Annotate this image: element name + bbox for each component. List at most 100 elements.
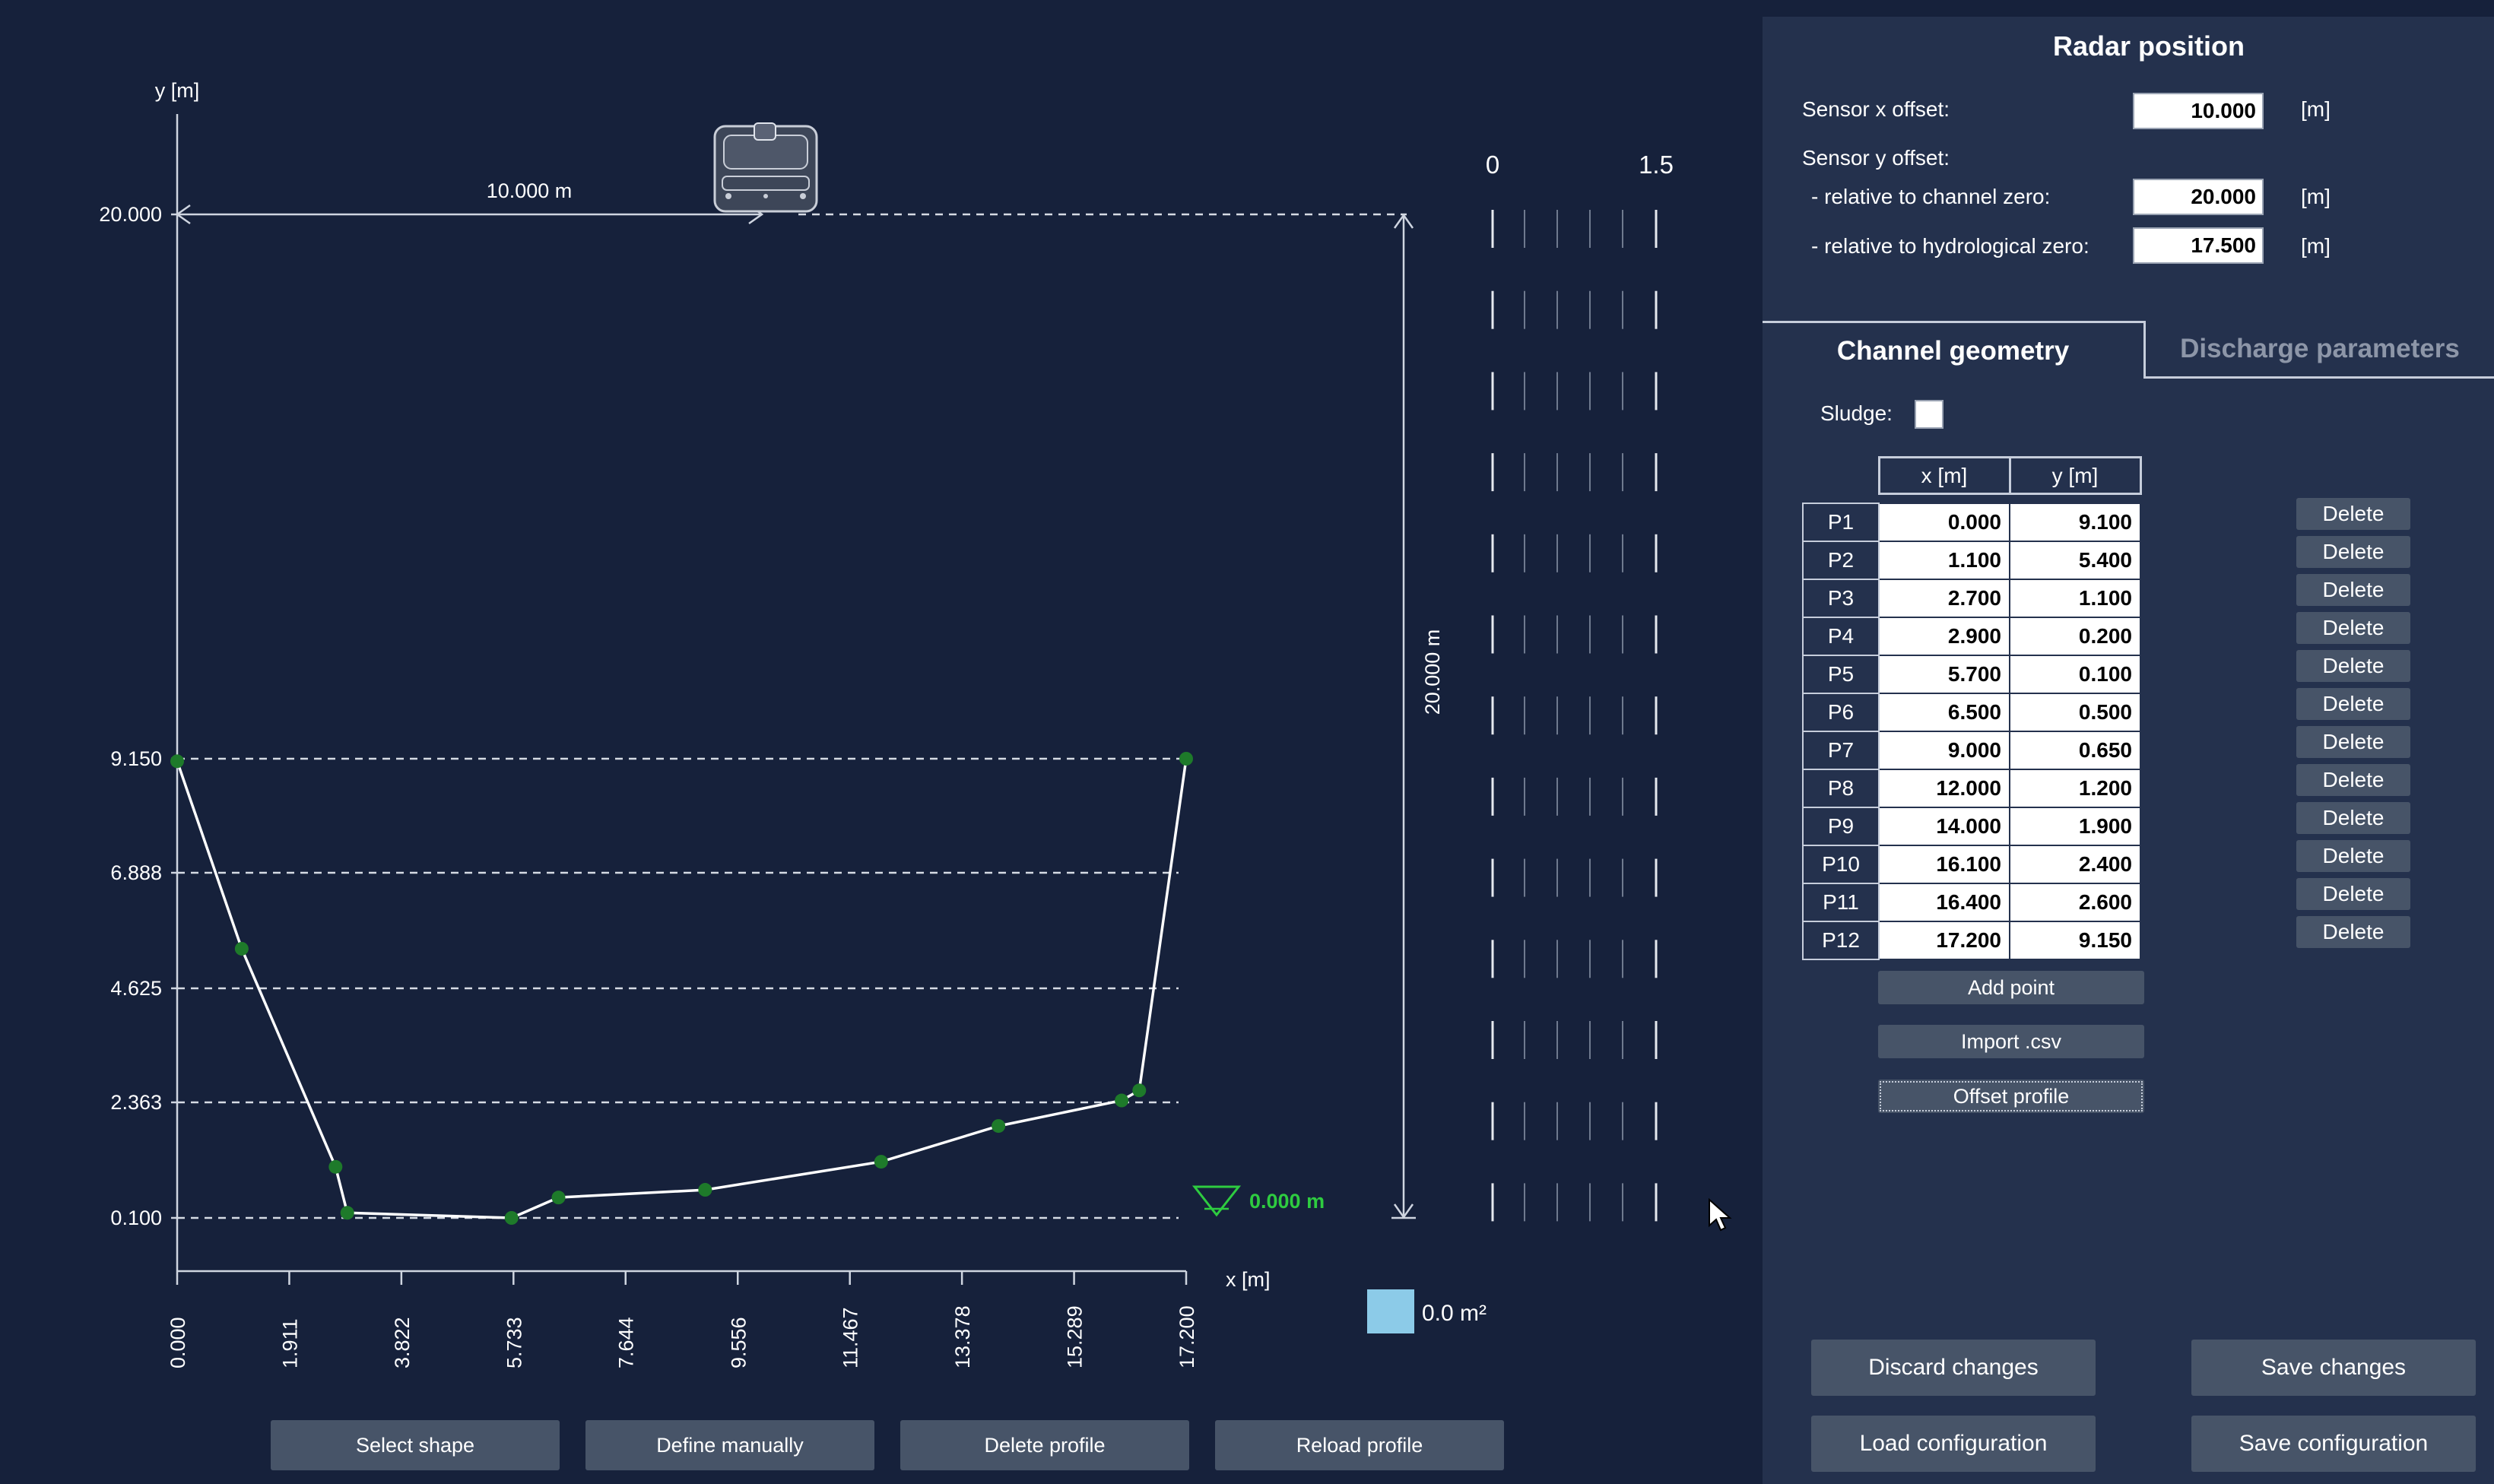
column-header-x: x [m] (1877, 456, 2011, 495)
x-value-cell[interactable]: 2.700 (1878, 578, 2010, 618)
delete-row-button[interactable]: Delete (2296, 574, 2410, 606)
row-label: P6 (1802, 692, 1880, 732)
add-point-button[interactable]: Add point (1878, 971, 2144, 1004)
x-value-cell[interactable]: 16.400 (1878, 882, 2010, 922)
table-row: P8 12.000 1.200 (1802, 768, 2141, 808)
radar-sensor-icon (713, 122, 818, 213)
geometry-table: x [m] y [m] P1 0.000 9.100 P2 1.100 5.40… (1802, 456, 2142, 960)
x-value-cell[interactable]: 17.200 (1878, 920, 2010, 960)
delete-row-button[interactable]: Delete (2296, 916, 2410, 948)
table-row: P3 2.700 1.100 (1802, 578, 2141, 618)
area-swatch (1367, 1289, 1414, 1333)
sludge-checkbox[interactable] (1915, 400, 1943, 429)
row-label: P1 (1802, 502, 1880, 542)
sensor-x-input[interactable]: 10.000 (2133, 93, 2264, 129)
import-csv-button[interactable]: Import .csv (1878, 1025, 2144, 1058)
x-value-cell[interactable]: 16.100 (1878, 844, 2010, 884)
table-row: P12 17.200 9.150 (1802, 920, 2141, 960)
delete-row-button[interactable]: Delete (2296, 612, 2410, 644)
x-value-cell[interactable]: 5.700 (1878, 654, 2010, 694)
relative-hydro-zero-input[interactable]: 17.500 (2133, 227, 2264, 264)
scale-label-min: 0 (1486, 151, 1499, 179)
sensor-y-label: Sensor y offset: (1802, 146, 1950, 170)
table-row: P2 1.100 5.400 (1802, 540, 2141, 580)
profile-point (1132, 1083, 1147, 1098)
profile-point (170, 754, 184, 769)
height-dimension-top-arrow (1393, 213, 1414, 229)
row-label: P8 (1802, 768, 1880, 808)
x-value-cell[interactable]: 2.900 (1878, 616, 2010, 656)
x-value-cell[interactable]: 1.100 (1878, 540, 2010, 580)
scale-label-max: 1.5 (1639, 151, 1674, 179)
x-value-cell[interactable]: 6.500 (1878, 692, 2010, 732)
y-value-cell[interactable]: 1.100 (2009, 578, 2141, 618)
relative-channel-zero-input[interactable]: 20.000 (2133, 179, 2264, 215)
x-tick-label: 15.289 (1064, 1305, 1087, 1368)
profile-point (698, 1183, 712, 1197)
relative-channel-zero-unit: [m] (2301, 185, 2331, 208)
x-tick-label: 5.733 (503, 1317, 525, 1368)
delete-row-button[interactable]: Delete (2296, 764, 2410, 796)
delete-row-button[interactable]: Delete (2296, 726, 2410, 758)
y-value-cell[interactable]: 2.600 (2009, 882, 2141, 922)
x-value-cell[interactable]: 9.000 (1878, 730, 2010, 770)
y-value-cell[interactable]: 1.200 (2009, 768, 2141, 808)
define-manually-button[interactable]: Define manually (585, 1420, 874, 1470)
profile-point (551, 1191, 566, 1205)
save-configuration-button[interactable]: Save configuration (2191, 1416, 2476, 1472)
y-value-cell[interactable]: 9.100 (2009, 502, 2141, 542)
select-shape-button[interactable]: Select shape (271, 1420, 560, 1470)
y-value-cell[interactable]: 0.500 (2009, 692, 2141, 732)
x-axis-label: x [m] (1226, 1268, 1271, 1291)
x-value-cell[interactable]: 14.000 (1878, 806, 2010, 846)
delete-row-button[interactable]: Delete (2296, 840, 2410, 872)
delete-row-button[interactable]: Delete (2296, 878, 2410, 910)
sludge-label: Sludge: (1820, 401, 1893, 425)
y-tick-label: 0.100 (110, 1207, 162, 1229)
profile-series (170, 752, 1193, 1225)
sensor-offset-label: 10.000 m (487, 179, 573, 202)
x-value-cell[interactable]: 0.000 (1878, 502, 2010, 542)
x-tick-label: 7.644 (615, 1317, 638, 1368)
y-value-cell[interactable]: 2.400 (2009, 844, 2141, 884)
radar-position-title: Radar position (2053, 30, 2245, 62)
profile-point (1115, 1093, 1129, 1108)
delete-row-button[interactable]: Delete (2296, 802, 2410, 834)
table-row: P1 0.000 9.100 (1802, 502, 2141, 542)
x-value-cell[interactable]: 12.000 (1878, 768, 2010, 808)
profile-point (504, 1211, 519, 1225)
y-tick-label: 20.000 (99, 203, 162, 226)
delete-row-button[interactable]: Delete (2296, 688, 2410, 720)
tab-channel-geometry[interactable]: Channel geometry (1763, 321, 2146, 379)
y-value-cell[interactable]: 1.900 (2009, 806, 2141, 846)
y-value-cell[interactable]: 9.150 (2009, 920, 2141, 960)
delete-row-button[interactable]: Delete (2296, 536, 2410, 568)
delete-row-button[interactable]: Delete (2296, 498, 2410, 530)
x-tick-label: 17.200 (1176, 1305, 1198, 1368)
table-row: P5 5.700 0.100 (1802, 654, 2141, 694)
water-level-icon (1191, 1185, 1242, 1217)
table-row: P6 6.500 0.500 (1802, 692, 2141, 732)
load-configuration-button[interactable]: Load configuration (1811, 1416, 2096, 1472)
mouse-cursor-icon (1709, 1198, 1732, 1232)
y-tick-label: 6.888 (110, 861, 162, 884)
tab-discharge-parameters[interactable]: Discharge parameters (2146, 321, 2494, 379)
offset-profile-button[interactable]: Offset profile (1878, 1080, 2144, 1113)
delete-profile-button[interactable]: Delete profile (900, 1420, 1189, 1470)
y-value-cell[interactable]: 5.400 (2009, 540, 2141, 580)
row-label: P2 (1802, 540, 1880, 580)
save-changes-button[interactable]: Save changes (2191, 1340, 2476, 1396)
y-value-cell[interactable]: 0.650 (2009, 730, 2141, 770)
row-label: P11 (1802, 882, 1880, 922)
y-value-cell[interactable]: 0.100 (2009, 654, 2141, 694)
reload-profile-button[interactable]: Reload profile (1215, 1420, 1504, 1470)
water-level-label: 0.000 m (1249, 1190, 1325, 1213)
delete-row-button[interactable]: Delete (2296, 650, 2410, 682)
row-label: P10 (1802, 844, 1880, 884)
sensor-x-label: Sensor x offset: (1802, 97, 1950, 121)
scale-bars (1491, 210, 1658, 1222)
y-value-cell[interactable]: 0.200 (2009, 616, 2141, 656)
x-tick-label: 11.467 (839, 1307, 862, 1368)
profile-point (874, 1155, 888, 1169)
discard-changes-button[interactable]: Discard changes (1811, 1340, 2096, 1396)
